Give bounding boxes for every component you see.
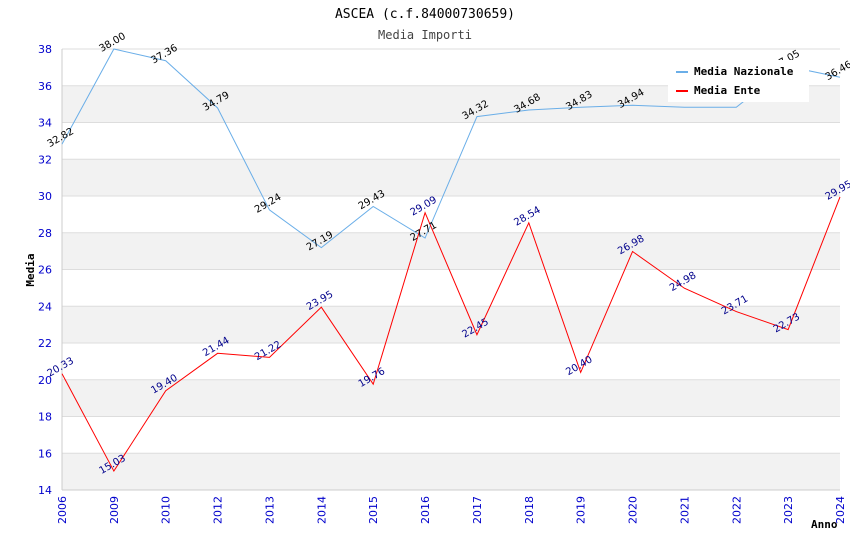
chart-title: ASCEA (c.f.84000730659) — [335, 7, 515, 22]
x-tick-label: 2021 — [678, 496, 691, 524]
x-tick-label: 2023 — [782, 496, 795, 524]
axes — [61, 49, 840, 491]
x-tick-label: 2010 — [160, 496, 173, 524]
y-tick-label: 24 — [38, 300, 52, 313]
plot-background-bands — [62, 49, 840, 490]
x-tick-label: 2015 — [367, 496, 380, 524]
y-tick-label: 34 — [38, 117, 52, 130]
plot-band — [62, 416, 840, 454]
x-tick-labels: 2006 2009 2010 2012 2013 2014 2015 2016 2017 2018… — [56, 496, 847, 524]
x-axis-label: Anno — [811, 518, 838, 531]
legend: Media Nazionale Media Ente — [668, 60, 809, 102]
plot-band — [62, 379, 840, 417]
plot-band — [62, 122, 840, 160]
x-tick-label: 2013 — [263, 496, 276, 524]
x-tick-label: 2006 — [56, 496, 69, 524]
x-tick-label: 2022 — [730, 496, 743, 524]
y-axis-label: Media — [24, 253, 37, 286]
x-tick-label: 2019 — [575, 496, 588, 524]
y-tick-label: 16 — [38, 447, 52, 460]
y-tick-label: 28 — [38, 227, 52, 240]
y-tick-label: 14 — [38, 484, 52, 497]
y-tick-label: 36 — [38, 80, 52, 93]
y-tick-label: 32 — [38, 153, 52, 166]
x-tick-label: 2016 — [419, 496, 432, 524]
legend-label-media-nazionale: Media Nazionale — [694, 65, 794, 78]
plot-band — [62, 453, 840, 490]
y-tick-labels: 14 16 18 20 22 24 26 28 30 32 34 36 38 — [38, 43, 52, 497]
x-tick-label: 2018 — [523, 496, 536, 524]
plot-band — [62, 306, 840, 343]
y-tick-label: 18 — [38, 411, 52, 424]
y-tick-label: 38 — [38, 43, 52, 56]
y-tick-label: 26 — [38, 264, 52, 277]
series-lines — [61, 48, 841, 473]
x-tick-label: 2017 — [471, 496, 484, 524]
x-tick-label: 2009 — [108, 496, 121, 524]
legend-box — [668, 60, 809, 102]
plot-band — [62, 232, 840, 270]
x-tick-label: 2020 — [627, 496, 640, 524]
plot-band — [62, 196, 840, 233]
x-tick-label: 2012 — [212, 496, 225, 524]
x-tick-label: 2024 — [834, 496, 847, 524]
x-tick-label: 2014 — [315, 496, 328, 524]
plot-band — [62, 269, 840, 307]
series-line-media-ente — [61, 196, 841, 473]
chart-subtitle: Media Importi — [378, 28, 472, 42]
plot-band — [62, 343, 840, 380]
y-tick-label: 30 — [38, 190, 52, 203]
y-tick-label: 22 — [38, 337, 52, 350]
series-line-media-nazionale — [61, 48, 841, 249]
y-tick-label: 20 — [38, 374, 52, 387]
legend-label-media-ente: Media Ente — [694, 84, 761, 97]
